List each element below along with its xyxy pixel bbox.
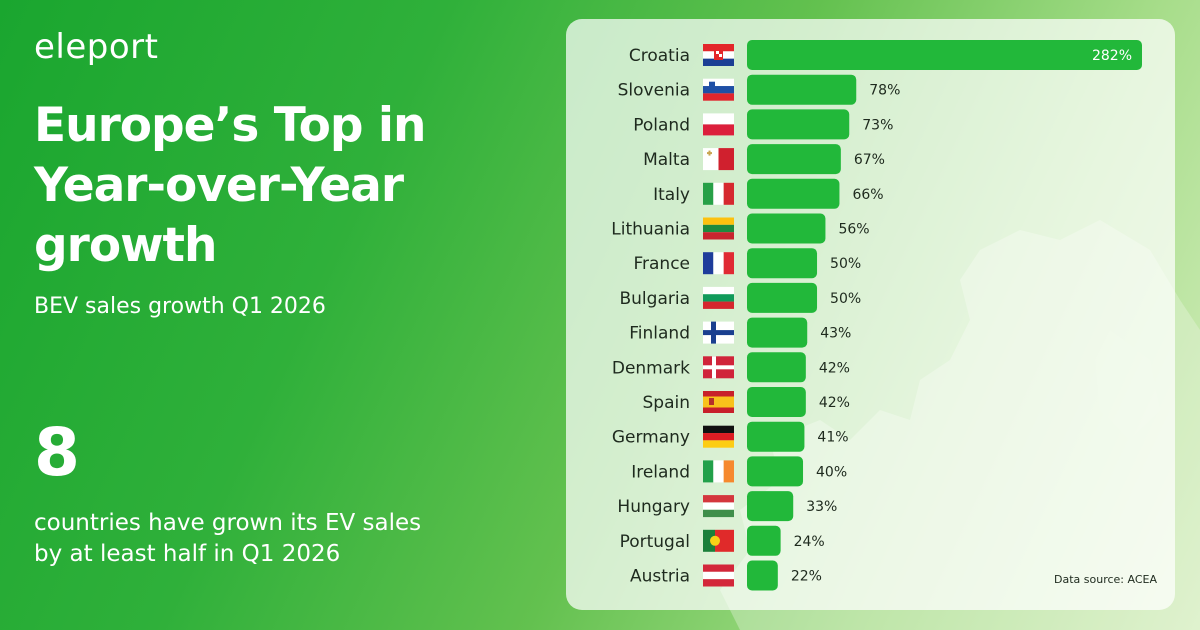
lithuania-flag-icon: [703, 217, 734, 240]
page-title: Europe’s Top in Year-over-Year growth: [34, 98, 426, 273]
france-flag-icon: [703, 252, 734, 275]
value-label: 40%: [816, 464, 847, 480]
value-label: 282%: [1092, 48, 1132, 64]
value-label: 24%: [794, 534, 825, 550]
value-label: 33%: [806, 499, 837, 515]
category-label: France: [633, 254, 690, 274]
category-label: Hungary: [617, 497, 690, 517]
italy-flag-icon: [703, 182, 734, 205]
bar: [747, 40, 1142, 70]
bar: [747, 525, 781, 556]
data-source-note: Data source: ACEA: [1054, 573, 1157, 586]
value-label: 42%: [819, 395, 850, 411]
bar: [747, 387, 806, 417]
category-label: Bulgaria: [620, 289, 691, 309]
page-subtitle: BEV sales growth Q1 2026: [34, 294, 326, 319]
value-label: 22%: [791, 569, 822, 585]
value-label: 50%: [830, 291, 861, 307]
bar: [747, 421, 805, 452]
category-label: Denmark: [612, 358, 690, 378]
value-label: 66%: [852, 187, 883, 203]
category-label: Lithuania: [611, 220, 690, 240]
category-label: Germany: [612, 428, 690, 448]
value-label: 73%: [862, 117, 893, 133]
bar: [747, 144, 841, 175]
category-label: Portugal: [620, 532, 690, 552]
portugal-flag-icon: [703, 529, 734, 552]
category-label: Malta: [643, 150, 690, 170]
value-label: 67%: [854, 152, 885, 168]
malta-flag-icon: [703, 148, 734, 171]
value-label: 43%: [820, 326, 851, 342]
eleport-logo: eleport: [34, 27, 159, 67]
value-label: 41%: [817, 430, 848, 446]
category-label: Spain: [643, 393, 691, 413]
austria-flag-icon: [703, 564, 734, 587]
value-label: 78%: [869, 83, 900, 99]
bar: [747, 560, 778, 591]
category-label: Italy: [653, 185, 690, 205]
spain-flag-icon: [703, 391, 734, 413]
value-label: 42%: [819, 360, 850, 376]
bar: [747, 178, 840, 209]
bar: [747, 74, 857, 105]
stat-block: 8 countries have grown its EV sales by a…: [34, 420, 454, 570]
category-label: Austria: [630, 567, 690, 587]
bar: [747, 317, 808, 348]
bar: [747, 456, 804, 487]
bar: [747, 491, 794, 522]
slovenia-flag-icon: [703, 78, 734, 101]
category-label: Slovenia: [618, 81, 690, 101]
bar: [747, 282, 818, 313]
category-label: Croatia: [629, 46, 690, 66]
bar: [747, 248, 818, 279]
stat-description: countries have grown its EV sales by at …: [34, 510, 422, 567]
germany-flag-icon: [703, 425, 734, 448]
header-block: eleport Europe’s Top in Year-over-Year g…: [34, 30, 554, 319]
denmark-flag-icon: [703, 356, 734, 379]
finland-flag-icon: [703, 321, 734, 344]
bar-chart: Croatia 282% Slovenia 78% Poland 73% Malta 67% I…: [611, 40, 1142, 591]
bar: [747, 352, 806, 383]
category-label: Finland: [629, 324, 690, 344]
croatia-flag-icon: [703, 44, 734, 66]
value-label: 56%: [838, 222, 869, 238]
category-label: Poland: [633, 115, 690, 135]
poland-flag-icon: [703, 113, 734, 136]
bar: [747, 213, 826, 244]
category-label: Ireland: [631, 462, 690, 482]
hungary-flag-icon: [703, 495, 734, 518]
stat-number: 8: [34, 414, 80, 491]
ireland-flag-icon: [703, 460, 734, 483]
bulgaria-flag-icon: [703, 286, 734, 309]
chart-panel: Croatia 282% Slovenia 78% Poland 73% Malta 67% I…: [566, 19, 1175, 610]
bar: [747, 109, 850, 140]
value-label: 50%: [830, 256, 861, 272]
